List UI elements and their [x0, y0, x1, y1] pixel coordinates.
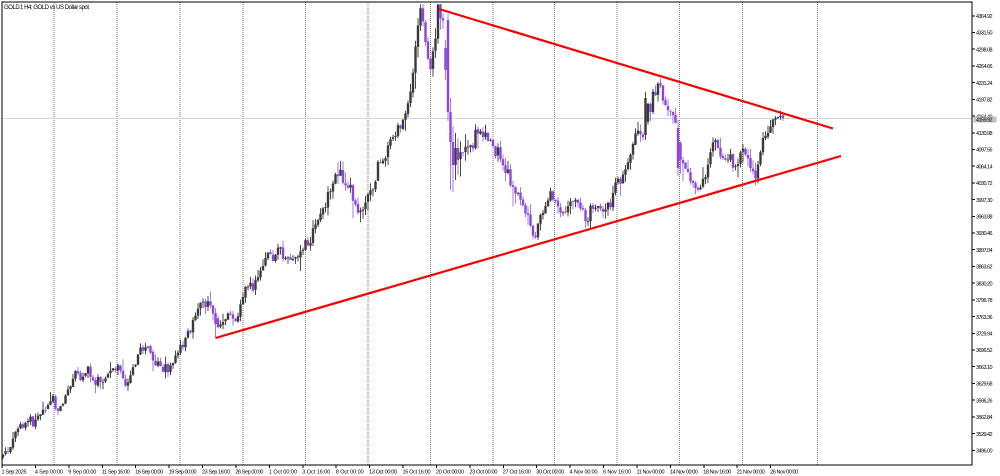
svg-text:3897.04: 3897.04	[976, 248, 993, 254]
svg-text:6 Nov 16:00: 6 Nov 16:00	[603, 470, 631, 476]
svg-text:3963.88: 3963.88	[976, 215, 993, 221]
svg-text:11 Nov 00:00: 11 Nov 00:00	[637, 470, 665, 476]
svg-text:23 Sep 16:00: 23 Sep 16:00	[202, 470, 230, 476]
svg-text:20 Oct 00:00: 20 Oct 00:00	[436, 470, 464, 476]
svg-text:11 Sep 16:00: 11 Sep 16:00	[102, 470, 130, 476]
svg-text:3830.20: 3830.20	[976, 281, 993, 287]
svg-text:16 Sep 00:00: 16 Sep 00:00	[135, 470, 163, 476]
svg-text:8 Oct 00:00: 8 Oct 00:00	[336, 470, 364, 476]
svg-text:3729.94: 3729.94	[976, 332, 993, 338]
svg-text:3796.78: 3796.78	[976, 298, 993, 304]
svg-text:4231.24: 4231.24	[976, 81, 993, 87]
svg-text:3562.84: 3562.84	[976, 415, 993, 421]
svg-text:3696.52: 3696.52	[976, 348, 993, 354]
svg-text:4298.08: 4298.08	[976, 47, 993, 53]
svg-text:30 Oct 00:00: 30 Oct 00:00	[536, 470, 564, 476]
svg-text:4 Sep 00:00: 4 Sep 00:00	[35, 470, 63, 476]
svg-text:3529.42: 3529.42	[976, 432, 993, 438]
svg-text:3 Oct 16:00: 3 Oct 16:00	[302, 470, 330, 476]
svg-text:3930.46: 3930.46	[976, 231, 993, 237]
svg-text:4264.66: 4264.66	[976, 64, 993, 70]
svg-text:21 Nov 00:00: 21 Nov 00:00	[737, 470, 765, 476]
svg-text:3596.26: 3596.26	[976, 398, 993, 404]
svg-text:4 Nov 00:00: 4 Nov 00:00	[570, 470, 598, 476]
svg-text:3629.68: 3629.68	[976, 382, 993, 388]
svg-text:15 Oct 16:00: 15 Oct 16:00	[403, 470, 431, 476]
svg-text:9 Sep 00:00: 9 Sep 00:00	[68, 470, 96, 476]
svg-text:4097.56: 4097.56	[976, 148, 993, 154]
svg-text:4364.92: 4364.92	[976, 14, 993, 20]
svg-text:3863.62: 3863.62	[976, 265, 993, 271]
svg-text:13 Oct 00:00: 13 Oct 00:00	[369, 470, 397, 476]
svg-text:23 Oct 00:00: 23 Oct 00:00	[469, 470, 497, 476]
svg-text:27 Oct 16:00: 27 Oct 16:00	[503, 470, 531, 476]
svg-text:4159.92: 4159.92	[976, 117, 993, 123]
svg-text:3663.10: 3663.10	[976, 365, 993, 371]
svg-text:4130.98: 4130.98	[976, 131, 993, 137]
svg-text:3496.00: 3496.00	[976, 449, 993, 455]
svg-text:4030.72: 4030.72	[976, 181, 993, 187]
svg-text:26 Sep 00:00: 26 Sep 00:00	[235, 470, 263, 476]
svg-text:4197.82: 4197.82	[976, 98, 993, 104]
svg-text:3763.36: 3763.36	[976, 315, 993, 321]
svg-text:1 Sep 2025: 1 Sep 2025	[2, 470, 27, 476]
svg-text:26 Nov 00:00: 26 Nov 00:00	[770, 470, 798, 476]
svg-text:3997.30: 3997.30	[976, 198, 993, 204]
svg-text:GOLD.f, H4: GOLD vs US Dollar: GOLD.f, H4: GOLD vs US Dollar spot	[4, 5, 89, 11]
svg-text:14 Nov 00:00: 14 Nov 00:00	[670, 470, 698, 476]
svg-text:4064.14: 4064.14	[976, 164, 993, 170]
svg-text:18 Nov 16:00: 18 Nov 16:00	[703, 470, 731, 476]
svg-text:1 Oct 00:00: 1 Oct 00:00	[269, 470, 297, 476]
svg-text:19 Sep 00:00: 19 Sep 00:00	[169, 470, 197, 476]
svg-text:4331.50: 4331.50	[976, 31, 993, 37]
